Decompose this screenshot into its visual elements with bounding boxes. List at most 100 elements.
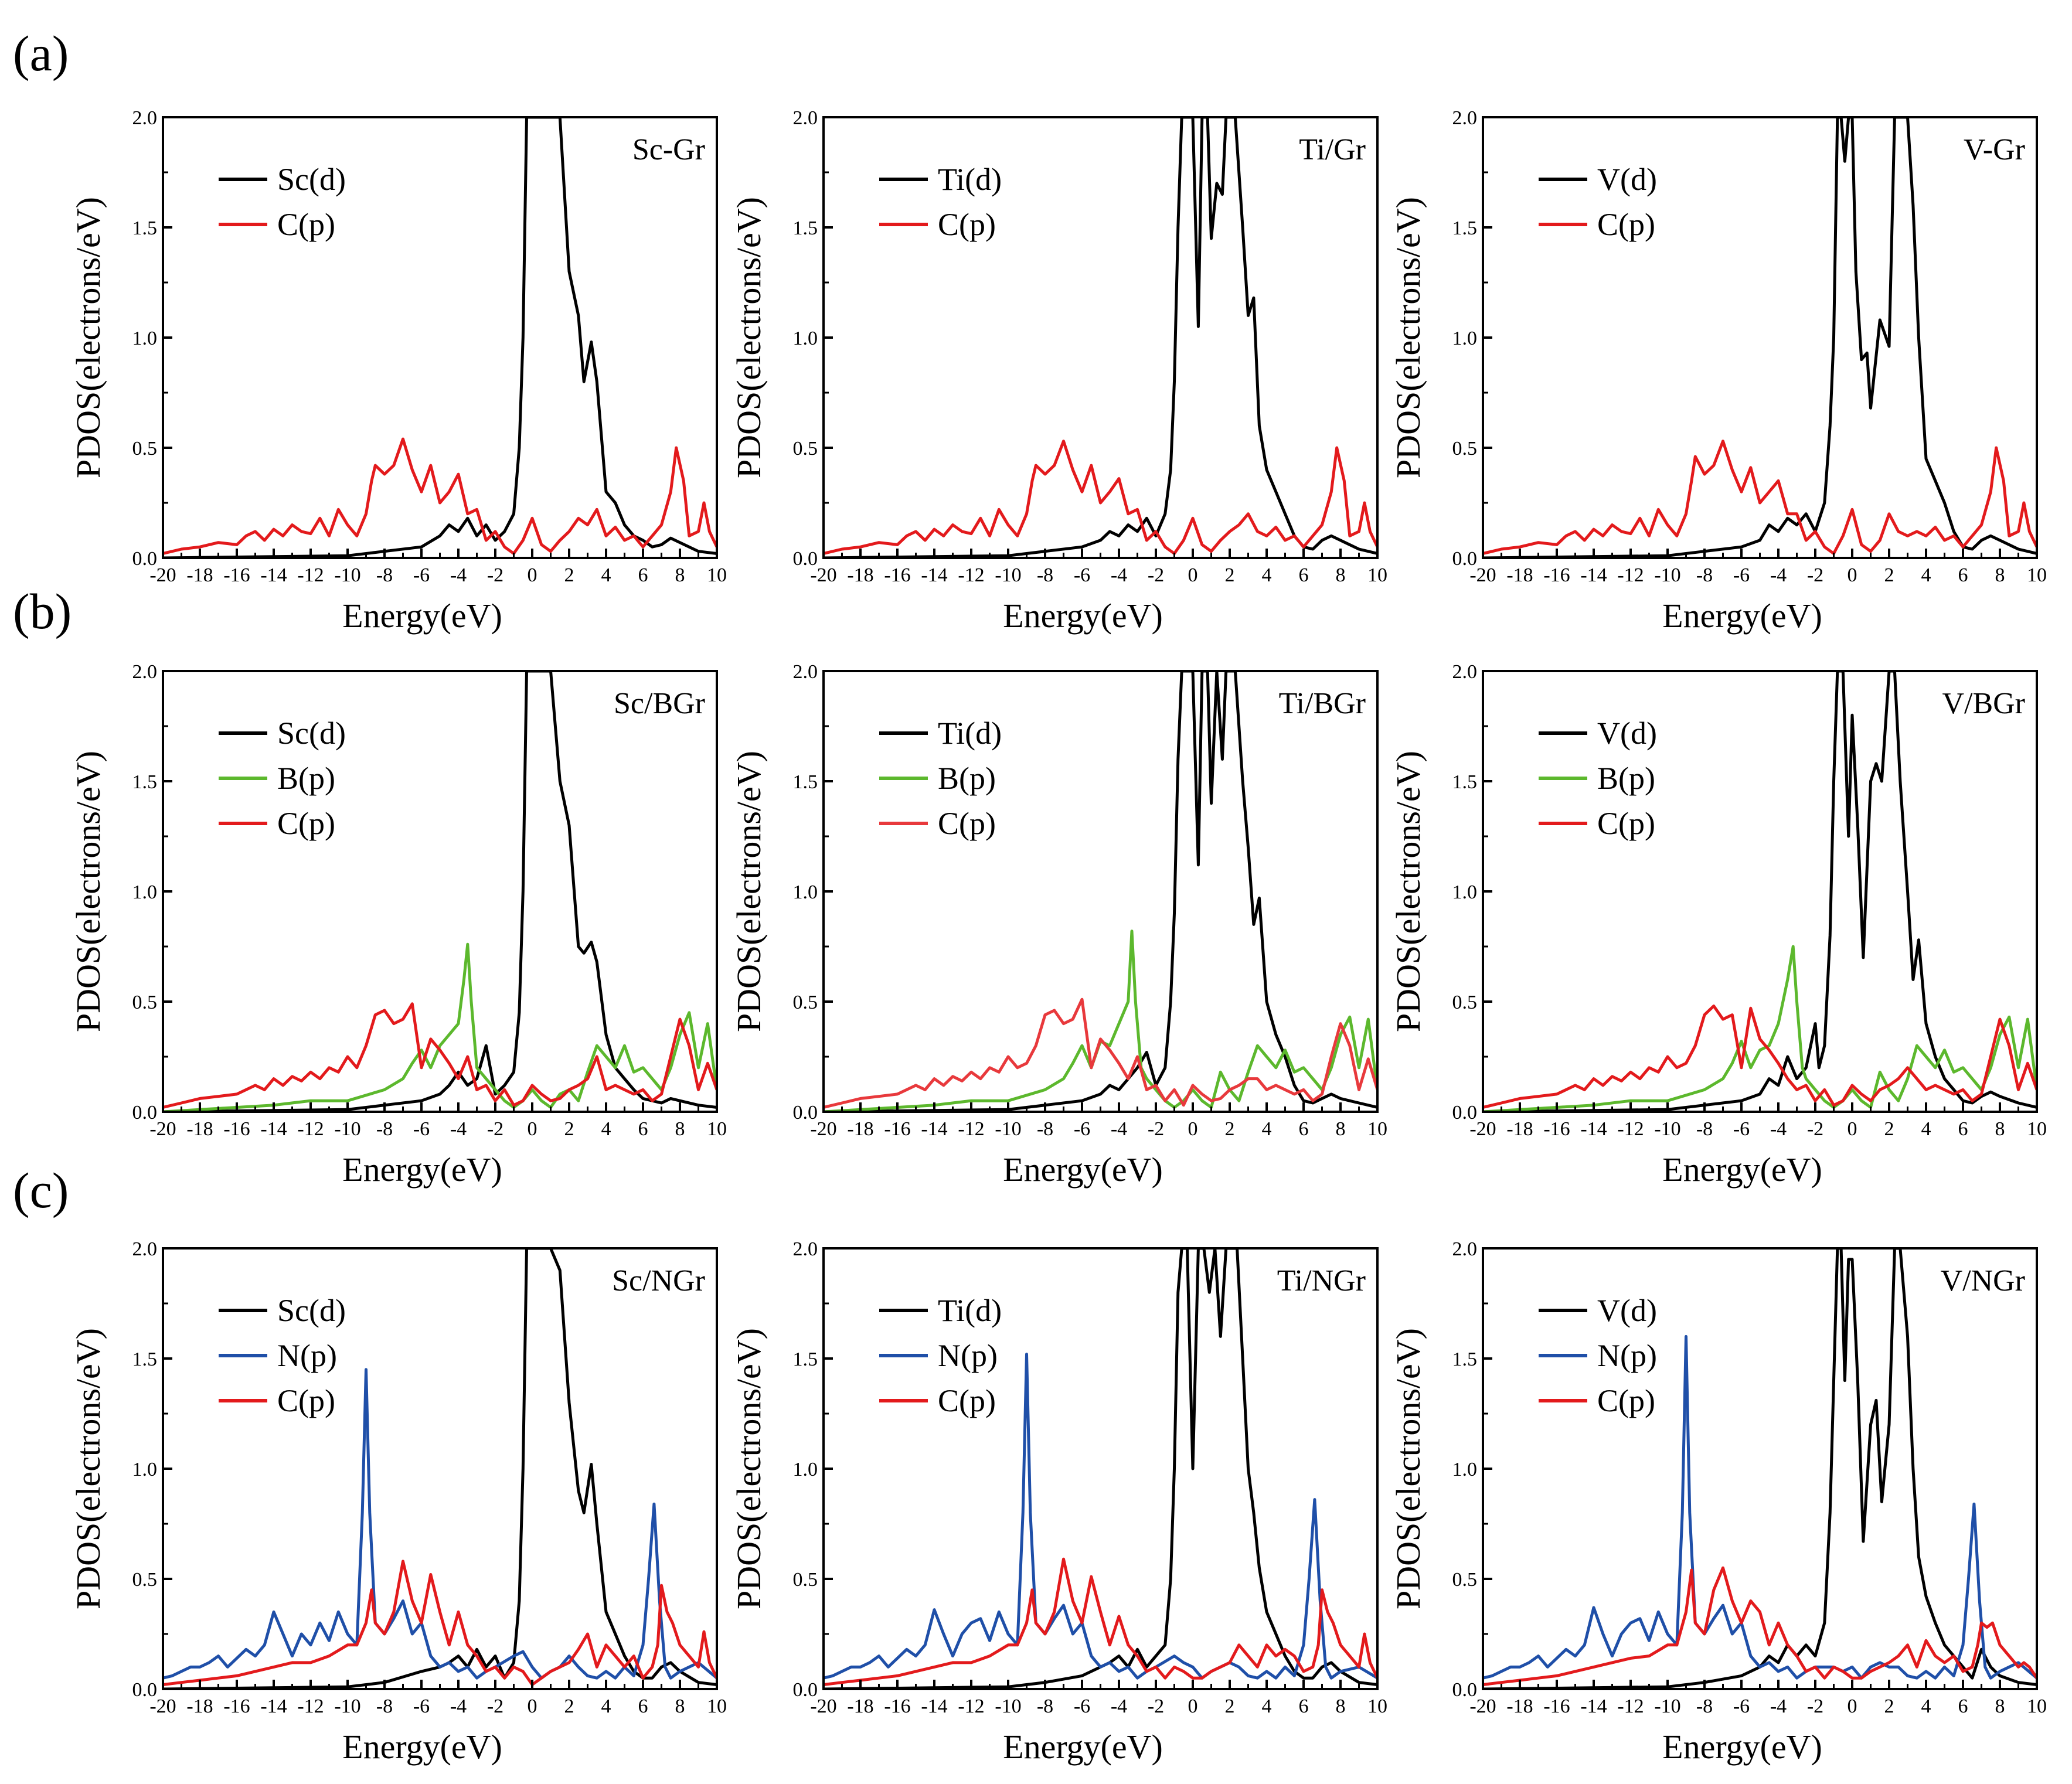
x-tick-label: -12 bbox=[297, 1696, 324, 1717]
legend-label: Ti(d) bbox=[938, 716, 1002, 751]
x-tick-label: -2 bbox=[487, 564, 503, 586]
x-tick-label: -20 bbox=[149, 1696, 176, 1717]
y-tick-label: 0.5 bbox=[793, 992, 818, 1013]
series-line bbox=[1483, 117, 2037, 558]
y-tick-label: 0.5 bbox=[1452, 438, 1478, 459]
x-tick-label: -12 bbox=[297, 1118, 324, 1140]
y-tick-label: 0.5 bbox=[793, 438, 818, 459]
x-tick-label: 4 bbox=[601, 1118, 611, 1140]
y-axis-title: PDOS(electrons/eV) bbox=[69, 1328, 107, 1609]
legend: Ti(d) C(p) bbox=[879, 162, 1002, 242]
x-axis-title: Energy(eV) bbox=[1662, 1728, 1822, 1766]
y-tick-label: 1.0 bbox=[1452, 881, 1478, 903]
y-tick-label: 1.5 bbox=[793, 771, 818, 793]
x-tick-label: -14 bbox=[921, 1696, 947, 1717]
legend-label: V(d) bbox=[1597, 716, 1657, 751]
x-tick-label: -4 bbox=[450, 564, 467, 586]
x-tick-label: 10 bbox=[1367, 1118, 1387, 1140]
plot-area bbox=[1483, 117, 2037, 558]
x-tick-label: -4 bbox=[1111, 1696, 1127, 1717]
x-tick-label: 0 bbox=[528, 564, 537, 586]
legend: Ti(d) N(p) C(p) bbox=[879, 1293, 1002, 1418]
pdos-panel: -20 -18 -16 -14 -12 -10 -8 -6 -4 -2 0 2 4 6 8 100.00.51… bbox=[69, 661, 727, 1189]
series-line bbox=[163, 1002, 717, 1109]
legend-label: V(d) bbox=[1597, 162, 1657, 197]
x-tick-label: -18 bbox=[1506, 1118, 1533, 1140]
y-tick-label: 1.5 bbox=[132, 1349, 158, 1370]
y-tick-label: 1.0 bbox=[1452, 328, 1478, 349]
series-line bbox=[824, 930, 1377, 1112]
x-axis-title: Energy(eV) bbox=[342, 597, 502, 635]
y-tick-label: 2.0 bbox=[1452, 1238, 1478, 1260]
series-line bbox=[1483, 1566, 2037, 1686]
legend: V(d) C(p) bbox=[1539, 162, 1657, 242]
plot-area bbox=[163, 1248, 717, 1689]
legend-label: N(p) bbox=[938, 1338, 998, 1373]
x-tick-label: -14 bbox=[921, 564, 947, 586]
legend-label: C(p) bbox=[1597, 1383, 1655, 1418]
y-tick-label: 2.0 bbox=[793, 107, 818, 129]
x-tick-label: -14 bbox=[1580, 1696, 1607, 1717]
x-tick-label: -6 bbox=[1733, 564, 1750, 586]
x-tick-label: -18 bbox=[186, 1696, 213, 1717]
x-tick-label: 6 bbox=[1958, 564, 1968, 586]
x-tick-label: -20 bbox=[1469, 1118, 1496, 1140]
x-tick-label: -8 bbox=[1696, 1118, 1713, 1140]
x-tick-label: -2 bbox=[487, 1118, 503, 1140]
y-tick-label: 1.0 bbox=[132, 1459, 158, 1480]
series-line bbox=[824, 1248, 1377, 1689]
x-tick-label: 0 bbox=[528, 1118, 537, 1140]
legend-label: B(p) bbox=[938, 761, 996, 796]
plot-area bbox=[824, 117, 1377, 558]
legend-label: Sc(d) bbox=[277, 1293, 346, 1328]
x-tick-label: 0 bbox=[1848, 564, 1857, 586]
x-tick-label: -16 bbox=[223, 1696, 250, 1717]
y-axis-title: PDOS(electrons/eV) bbox=[1389, 197, 1427, 478]
y-tick-label: 1.5 bbox=[132, 771, 158, 793]
series-line bbox=[163, 1560, 717, 1686]
y-tick-label: 0.5 bbox=[132, 992, 158, 1013]
x-tick-label: -20 bbox=[810, 1118, 836, 1140]
panel-title: Ti/Gr bbox=[1299, 133, 1366, 166]
panel-title: Sc/BGr bbox=[614, 687, 705, 720]
x-tick-label: 8 bbox=[1995, 1118, 2005, 1140]
x-tick-label: -8 bbox=[1696, 1696, 1713, 1717]
x-tick-label: 8 bbox=[1995, 1696, 2005, 1717]
x-tick-label: 0 bbox=[1188, 1696, 1198, 1717]
legend: Sc(d) C(p) bbox=[219, 162, 346, 242]
series-line bbox=[1483, 440, 2037, 555]
series-line bbox=[824, 997, 1377, 1109]
series-line bbox=[824, 440, 1377, 555]
x-tick-label: -16 bbox=[1543, 1118, 1570, 1140]
y-tick-label: 1.0 bbox=[793, 328, 818, 349]
x-tick-label: -14 bbox=[260, 1696, 287, 1717]
y-tick-label: 2.0 bbox=[793, 661, 818, 683]
x-tick-label: 2 bbox=[1225, 1118, 1235, 1140]
y-axis-title: PDOS(electrons/eV) bbox=[730, 1328, 768, 1609]
x-tick-label: -6 bbox=[1074, 1118, 1090, 1140]
x-tick-label: -16 bbox=[884, 1118, 910, 1140]
x-tick-label: -2 bbox=[1148, 1696, 1164, 1717]
x-tick-label: 10 bbox=[707, 1118, 727, 1140]
x-tick-label: 2 bbox=[1225, 564, 1235, 586]
x-tick-label: 4 bbox=[1921, 564, 1931, 586]
y-tick-label: 0.0 bbox=[793, 1102, 818, 1123]
plot-area bbox=[1483, 1248, 2037, 1689]
x-tick-label: 10 bbox=[2027, 1696, 2047, 1717]
x-tick-label: 8 bbox=[1336, 1696, 1346, 1717]
x-tick-label: 8 bbox=[675, 564, 685, 586]
x-tick-label: -2 bbox=[1807, 1696, 1823, 1717]
x-tick-label: 8 bbox=[1336, 564, 1346, 586]
y-tick-label: 0.5 bbox=[1452, 992, 1478, 1013]
x-tick-label: 4 bbox=[1921, 1118, 1931, 1140]
series-line bbox=[824, 671, 1377, 1112]
y-axis-title: PDOS(electrons/eV) bbox=[69, 751, 107, 1032]
x-tick-label: -12 bbox=[297, 564, 324, 586]
y-tick-label: 1.5 bbox=[1452, 217, 1478, 239]
series-line bbox=[824, 1557, 1377, 1686]
x-tick-label: 6 bbox=[1299, 1118, 1309, 1140]
x-tick-label: -12 bbox=[1617, 564, 1644, 586]
legend-label: C(p) bbox=[1597, 207, 1655, 242]
y-tick-label: 0.0 bbox=[1452, 548, 1478, 570]
